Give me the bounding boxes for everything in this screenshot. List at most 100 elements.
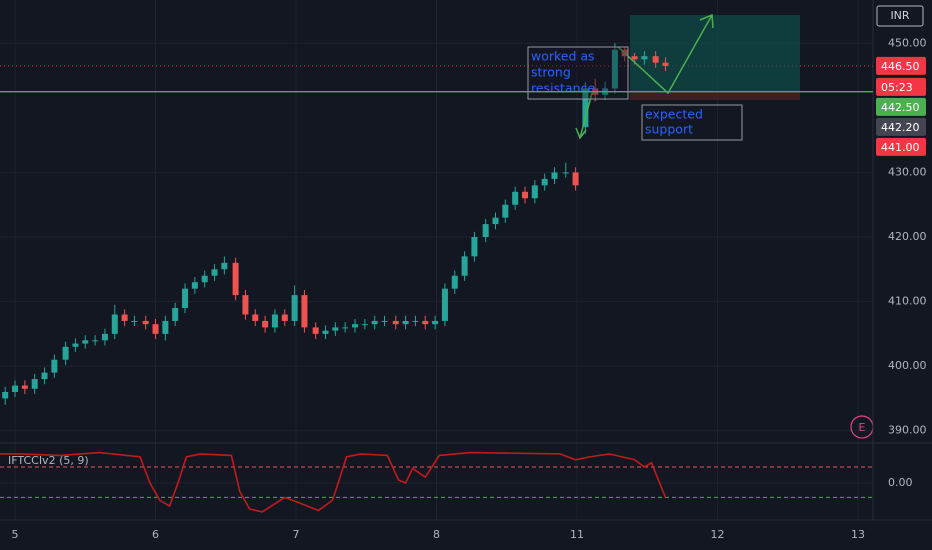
candle-body	[72, 343, 79, 347]
indicator-line	[0, 451, 667, 513]
currency-box[interactable]	[876, 5, 924, 27]
candle-body	[152, 324, 159, 334]
candle-body	[482, 224, 489, 237]
price-tag	[876, 137, 926, 156]
candle-body	[21, 385, 28, 389]
candle-body	[662, 62, 669, 66]
x-tick-label: 8	[433, 528, 440, 541]
arrow	[617, 14, 713, 95]
candle-body	[512, 191, 519, 205]
candle-body	[332, 327, 339, 331]
candle-body	[471, 236, 478, 257]
candle-body	[441, 288, 448, 321]
candle-body	[92, 340, 99, 342]
candle-body	[271, 314, 278, 328]
event-label: E	[859, 421, 866, 434]
arrow-head	[575, 127, 587, 140]
y-tick-label: 390.00	[888, 424, 927, 437]
candle-body	[432, 320, 439, 325]
candle-body	[142, 320, 149, 325]
price-tag	[876, 97, 926, 116]
candle-body	[522, 191, 529, 199]
candle-body	[352, 324, 359, 328]
candle-body	[371, 320, 378, 325]
candle-body	[551, 172, 558, 179]
candle-body	[262, 320, 269, 328]
candle-body	[82, 340, 89, 344]
candle-body	[31, 379, 38, 389]
y-tick-label: 400.00	[888, 359, 927, 372]
candle-body	[121, 314, 128, 321]
candle-body	[582, 88, 589, 128]
price-tag	[876, 77, 926, 96]
candle-body	[162, 320, 169, 334]
candle-body	[131, 320, 138, 322]
candle-body	[361, 324, 368, 326]
y-tick-label: 420.00	[888, 230, 927, 243]
candles	[2, 43, 669, 405]
stop-zone	[630, 92, 800, 100]
price-tags: 446.50 05:23 442.50 442.20 441.00	[876, 56, 926, 156]
candle-body	[101, 333, 108, 341]
note-text: strong	[531, 65, 571, 80]
y2-tick-label: 0.00	[888, 476, 913, 489]
candle-body	[62, 346, 69, 360]
candle-body	[562, 172, 569, 174]
y-tick-label: 450.00	[888, 36, 927, 49]
note-text: support	[645, 122, 693, 137]
candle-body	[252, 314, 259, 321]
x-tick-label: 6	[152, 528, 159, 541]
note-box	[641, 104, 743, 141]
x-tick-label: 12	[710, 528, 724, 541]
candle-body	[342, 327, 349, 329]
price-tag-label: 446.50	[881, 60, 920, 73]
candle-body	[232, 262, 239, 296]
candle-body	[111, 314, 118, 334]
note-text: resistance	[531, 81, 595, 96]
arrow-head	[699, 13, 714, 29]
candle-body	[242, 295, 249, 315]
y-tick-label: 430.00	[888, 165, 927, 178]
candle-body	[631, 56, 638, 60]
candle-body	[451, 275, 458, 289]
candle-body	[641, 56, 648, 60]
candle-body	[572, 172, 579, 186]
target-zone	[630, 15, 800, 92]
candle-body	[182, 288, 189, 309]
price-tag-label: 442.50	[881, 101, 920, 114]
indicator-name: IFTCCIv2 (5, 9)	[8, 454, 89, 467]
y-tick-label: 410.00	[888, 295, 927, 308]
x-tick-label: 11	[570, 528, 584, 541]
candle-body	[201, 275, 208, 283]
arrow	[579, 92, 593, 139]
price-tag	[876, 56, 926, 75]
currency: INR	[890, 9, 909, 22]
candle-body	[652, 56, 659, 63]
x-tick-label: 5	[12, 528, 19, 541]
candle-body	[172, 308, 179, 321]
candle-body	[322, 330, 329, 334]
candle-body	[191, 282, 198, 289]
candle-body	[281, 314, 288, 321]
note-text: worked as	[531, 49, 595, 64]
candle-body	[422, 320, 429, 325]
candle-body	[412, 320, 419, 322]
candle-body	[381, 320, 388, 322]
note-box	[527, 46, 629, 100]
candle-body	[12, 385, 19, 392]
candle-body	[51, 359, 58, 373]
candle-body	[461, 256, 468, 276]
candle-body	[221, 262, 228, 270]
price-tag-label: 442.20	[881, 121, 920, 134]
candle-body	[211, 269, 218, 276]
candle-body	[402, 320, 409, 325]
candle-body	[531, 185, 538, 199]
candle-body	[41, 372, 48, 380]
candle-body	[301, 295, 308, 328]
candle-body	[611, 49, 618, 89]
price-tag-label: 05:23	[881, 81, 913, 94]
candle-body	[291, 295, 298, 321]
price-tag-label: 441.00	[881, 141, 920, 154]
candle-body	[312, 327, 319, 334]
candle-body	[541, 178, 548, 186]
